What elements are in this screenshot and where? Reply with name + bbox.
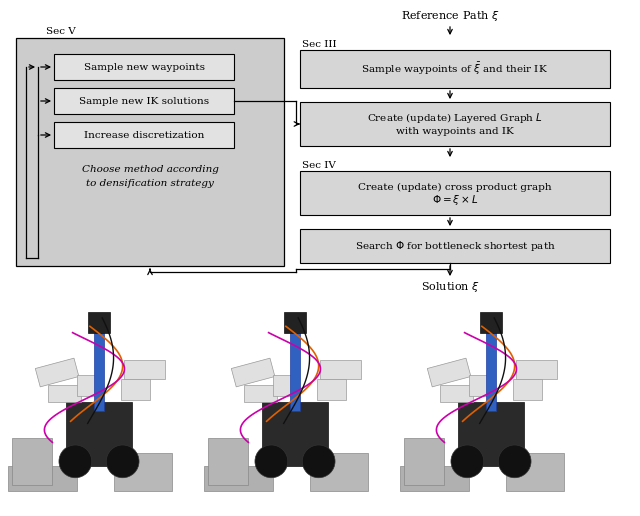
- Bar: [284, 312, 306, 333]
- Bar: [54, 54, 234, 80]
- Bar: [400, 465, 469, 491]
- Bar: [480, 312, 502, 333]
- Bar: [262, 402, 328, 465]
- Bar: [310, 453, 368, 491]
- Text: Solution $\xi$: Solution $\xi$: [420, 280, 479, 294]
- Circle shape: [59, 445, 92, 478]
- Bar: [506, 453, 564, 491]
- Text: Sample new waypoints: Sample new waypoints: [83, 62, 205, 72]
- Text: Reference Path $\xi$: Reference Path $\xi$: [401, 9, 499, 23]
- Circle shape: [302, 445, 335, 478]
- Text: Sec III: Sec III: [302, 40, 337, 49]
- Bar: [207, 438, 248, 485]
- Bar: [204, 465, 273, 491]
- Bar: [317, 379, 346, 400]
- Bar: [88, 312, 110, 333]
- Text: Search $\Phi$ for bottleneck shortest path: Search $\Phi$ for bottleneck shortest pa…: [355, 239, 556, 253]
- Text: Create (update) Layered Graph $L$: Create (update) Layered Graph $L$: [367, 111, 543, 125]
- Bar: [440, 385, 473, 402]
- Text: Sec IV: Sec IV: [302, 161, 336, 170]
- Text: Increase discretization: Increase discretization: [84, 131, 204, 139]
- Text: with waypoints and IK: with waypoints and IK: [396, 126, 514, 136]
- Bar: [300, 50, 610, 88]
- Text: Sample waypoints of $\bar{\xi}$ and their IK: Sample waypoints of $\bar{\xi}$ and thei…: [362, 61, 548, 77]
- Text: Choose method according: Choose method according: [81, 166, 218, 174]
- Bar: [54, 122, 234, 148]
- Bar: [16, 38, 284, 266]
- Bar: [300, 171, 610, 215]
- Bar: [12, 438, 52, 485]
- Bar: [8, 465, 77, 491]
- Circle shape: [255, 445, 288, 478]
- Bar: [35, 358, 79, 387]
- Circle shape: [451, 445, 484, 478]
- Bar: [404, 438, 444, 485]
- Bar: [513, 379, 542, 400]
- Bar: [469, 375, 495, 396]
- Text: Sec V: Sec V: [46, 27, 76, 36]
- Bar: [231, 358, 275, 387]
- Bar: [486, 322, 495, 411]
- Text: Create (update) cross product graph: Create (update) cross product graph: [358, 183, 552, 191]
- Bar: [428, 358, 471, 387]
- Bar: [95, 322, 104, 411]
- Circle shape: [106, 445, 139, 478]
- Bar: [67, 402, 132, 465]
- Circle shape: [499, 445, 531, 478]
- Bar: [321, 360, 360, 379]
- Bar: [273, 375, 299, 396]
- Text: Sample new IK solutions: Sample new IK solutions: [79, 96, 209, 105]
- Bar: [458, 402, 524, 465]
- Bar: [300, 229, 610, 263]
- Bar: [54, 88, 234, 114]
- Bar: [124, 360, 164, 379]
- Bar: [291, 322, 300, 411]
- Bar: [48, 385, 81, 402]
- Bar: [113, 453, 172, 491]
- Bar: [244, 385, 277, 402]
- Bar: [516, 360, 557, 379]
- Bar: [77, 375, 102, 396]
- Bar: [121, 379, 150, 400]
- Text: to densification strategy: to densification strategy: [86, 179, 214, 187]
- Text: $\Phi = \xi \times L$: $\Phi = \xi \times L$: [432, 193, 478, 207]
- Bar: [300, 102, 610, 146]
